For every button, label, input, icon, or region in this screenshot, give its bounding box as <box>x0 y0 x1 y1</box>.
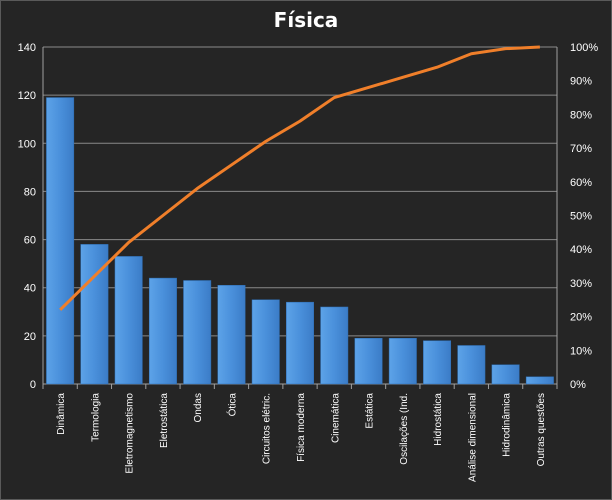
y-right-tick-label: 20% <box>570 312 592 324</box>
bar <box>457 345 486 385</box>
y-right-tick-label: 50% <box>570 211 592 223</box>
bar <box>320 306 349 385</box>
bar <box>217 285 246 385</box>
x-category-label: Ótica <box>225 393 238 417</box>
bar <box>525 376 554 385</box>
x-category-label: Termologia <box>90 393 101 442</box>
bar <box>388 338 417 385</box>
x-category-label: Análise dimensional <box>467 393 478 482</box>
bar <box>46 97 75 385</box>
bar <box>286 301 314 385</box>
bar <box>251 299 280 385</box>
y-right-tick-label: 10% <box>570 345 592 357</box>
y-left-tick-label: 140 <box>18 42 36 54</box>
cumulative-line <box>59 45 540 311</box>
y-right-tick-label: 40% <box>570 244 592 256</box>
x-category-label: Circuitos elétric. <box>262 393 273 464</box>
x-category-label: Física moderna <box>296 393 307 462</box>
x-category-label: Hidrostática <box>433 393 444 446</box>
x-category-label: Oscilações (Ind. <box>399 393 410 465</box>
y-right-tick-label: 80% <box>570 109 592 121</box>
y-right-tick-label: 30% <box>570 278 592 290</box>
y-right-tick-label: 60% <box>570 177 592 189</box>
x-category-label: Outras questões <box>536 393 547 466</box>
y-right-tick-label: 0% <box>570 379 586 391</box>
x-category-label: Eletrostática <box>159 393 170 448</box>
y-right-tick-label: 70% <box>570 143 592 155</box>
y-left-tick-label: 0 <box>30 379 36 391</box>
y-right-tick-label: 100% <box>570 42 598 54</box>
x-category-label: Ondas <box>193 393 204 422</box>
bar <box>114 256 143 385</box>
bar <box>354 338 383 385</box>
x-category-label: Cinemática <box>330 393 341 443</box>
y-left-tick-label: 20 <box>24 331 36 343</box>
bar <box>183 280 212 385</box>
x-category-label: Hidrodinâmica <box>502 393 513 457</box>
bar <box>148 277 177 385</box>
y-left-tick-label: 100 <box>18 138 36 150</box>
y-left-tick-label: 120 <box>18 90 36 102</box>
bar <box>491 364 520 385</box>
y-right-tick-label: 90% <box>570 76 592 88</box>
x-category-label: Estática <box>365 393 376 429</box>
chart-title: Física <box>273 8 339 32</box>
y-left-tick-label: 40 <box>24 283 36 295</box>
x-category-label: Dinâmica <box>56 393 67 435</box>
y-left-tick-label: 60 <box>24 235 36 247</box>
y-left-tick-label: 80 <box>24 186 36 198</box>
bar <box>423 340 452 385</box>
x-category-label: Eletromagnetismo <box>125 393 136 474</box>
